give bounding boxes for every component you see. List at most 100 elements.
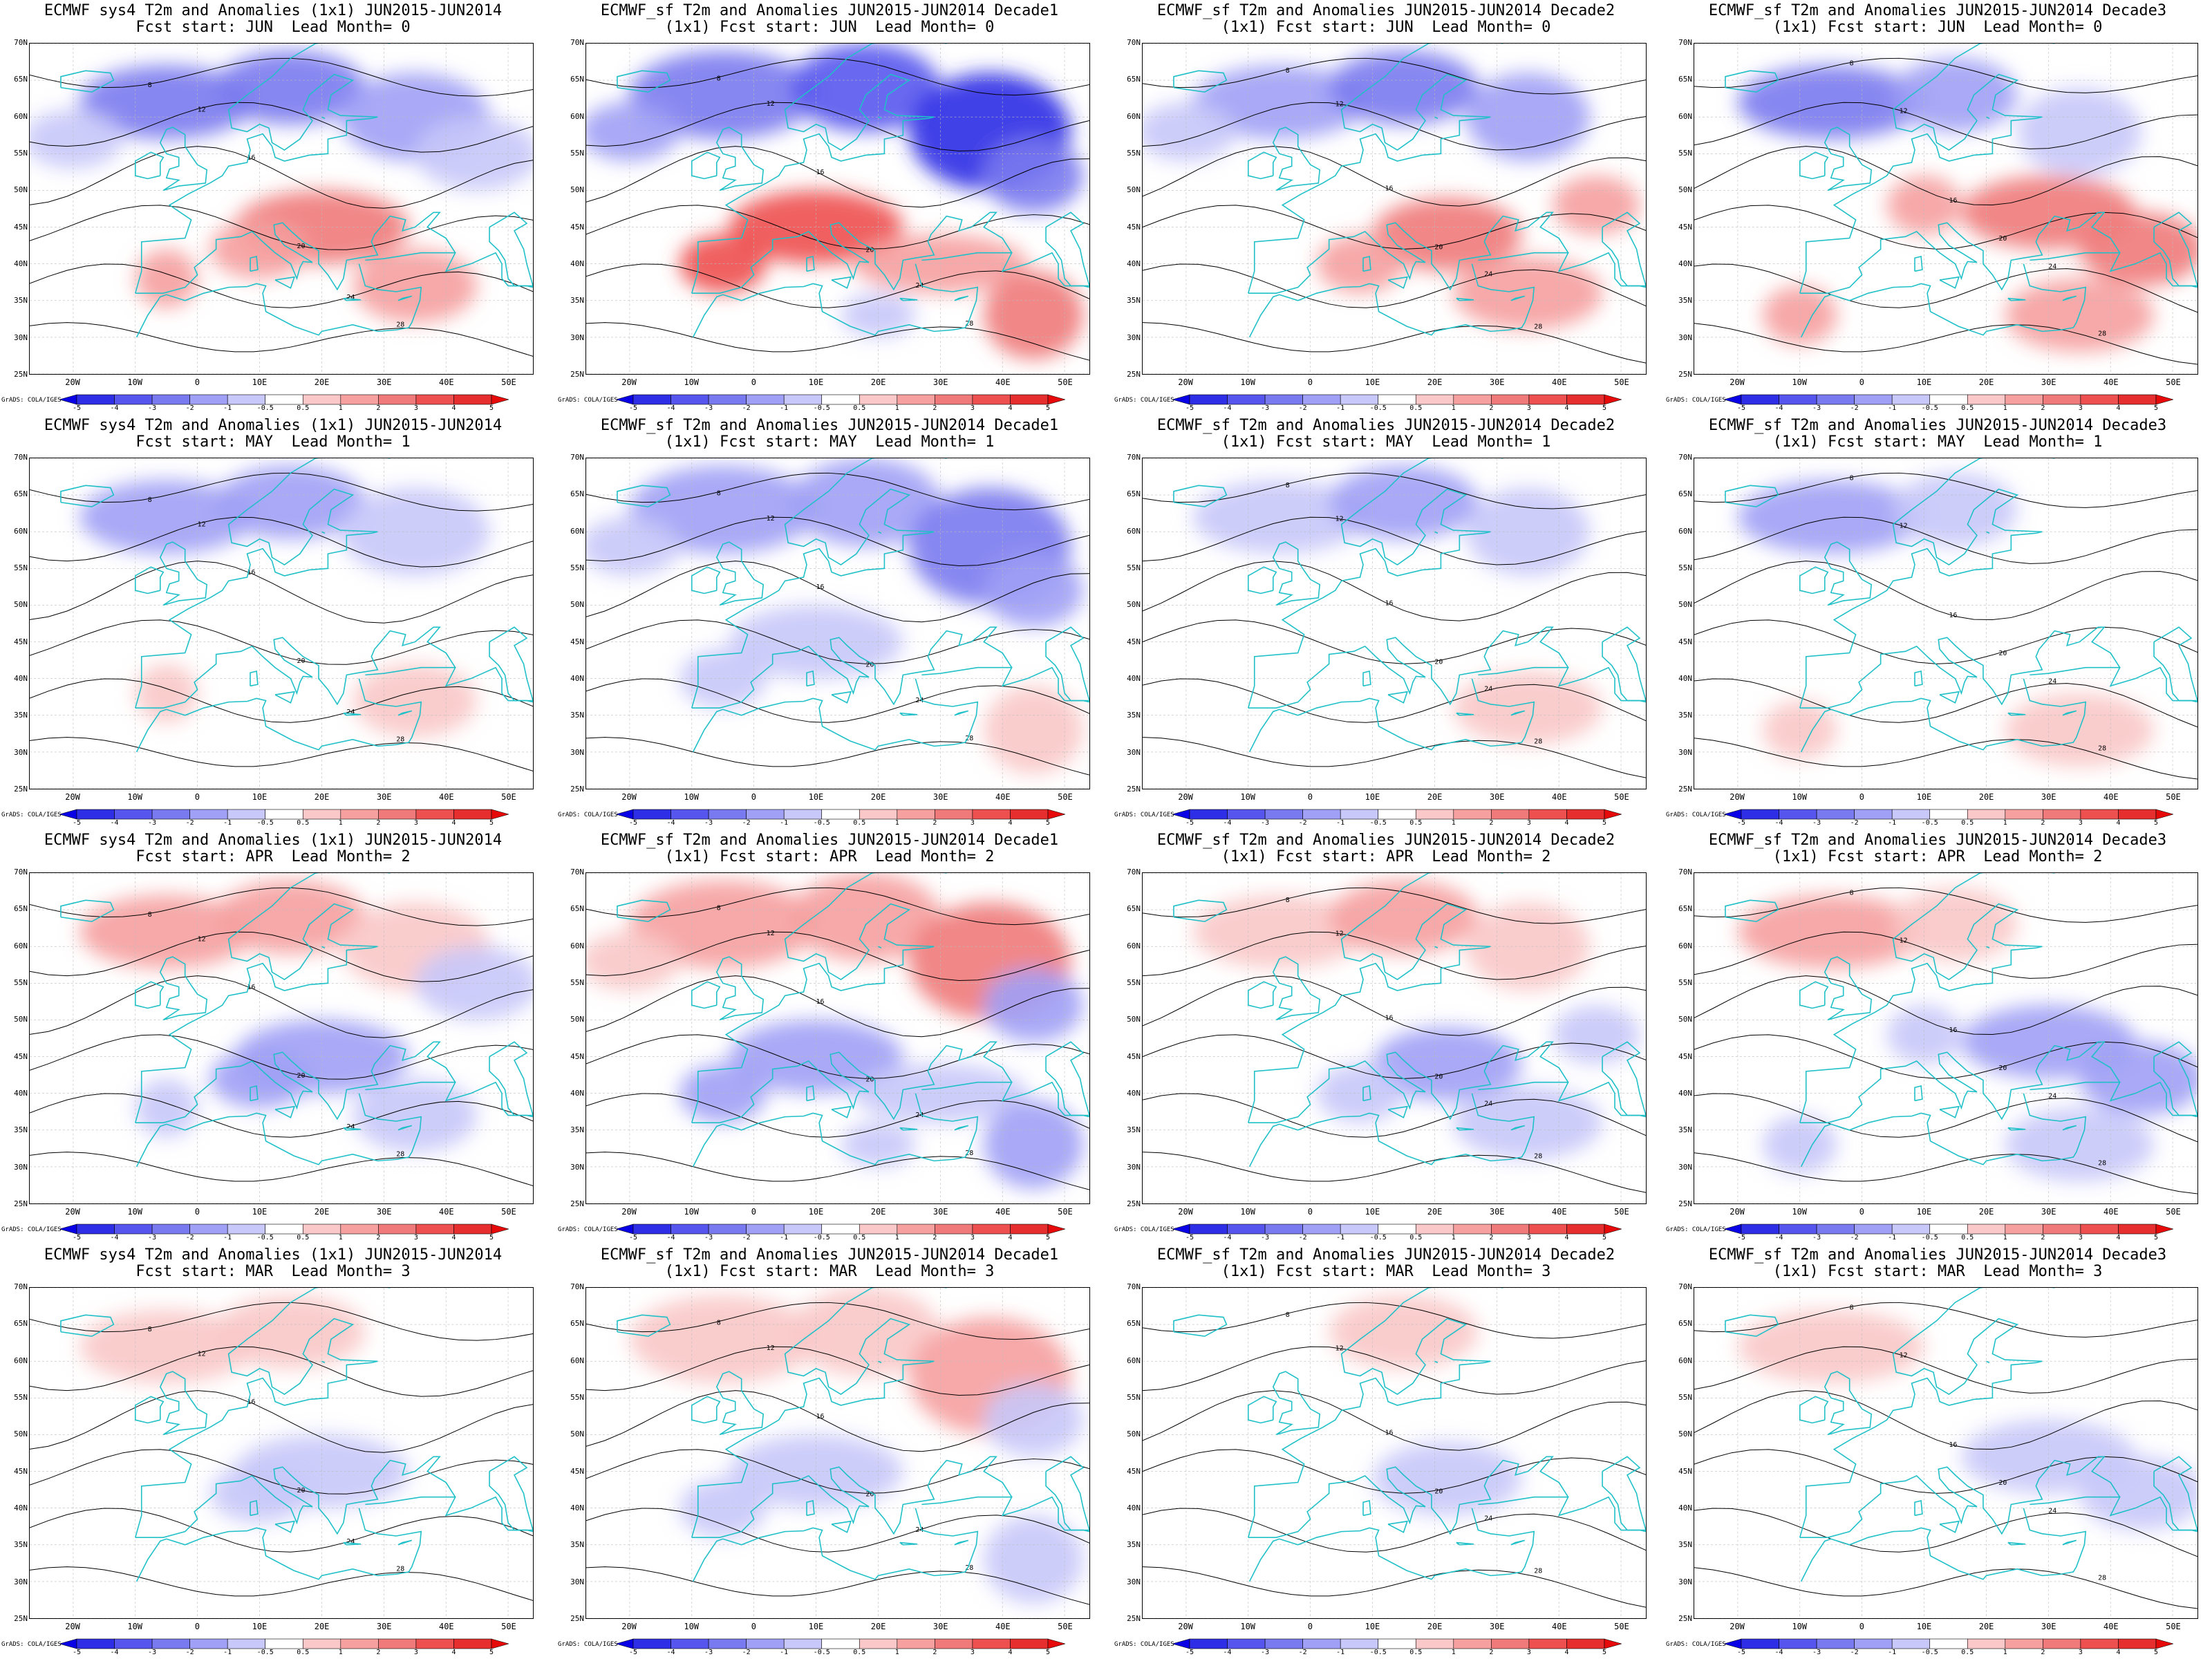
colorbar-tick: -3: [704, 404, 713, 412]
coastline: [617, 899, 671, 922]
colorbar-tick: 2: [1489, 819, 1494, 827]
longitude-tick: 10W: [127, 1622, 143, 1631]
coastline: [2062, 710, 2077, 716]
latitude-tick: 55N: [14, 149, 28, 158]
coastline: [1456, 297, 1474, 301]
isotherm-24: [1694, 1508, 2197, 1557]
longitude-tick: 0: [751, 1622, 756, 1631]
longitude-tick: 0: [1859, 792, 1864, 802]
coastline: [806, 256, 815, 272]
isotherm-16: [30, 975, 533, 1038]
colorbar-tick: 2: [1489, 1234, 1494, 1241]
coastline: [1602, 626, 1646, 702]
latitude-tick: 60N: [1678, 1356, 1692, 1365]
coastline: [692, 1093, 979, 1168]
colorbar-swatch: [76, 1224, 115, 1235]
longitude-tick: 50E: [1058, 1207, 1073, 1217]
colorbar-tick: -3: [1812, 404, 1821, 412]
anomaly-map: 8 12 16 20 24 28: [1694, 872, 2198, 1204]
coastline: [2030, 666, 2197, 703]
isotherm-label: 20: [865, 1490, 874, 1498]
isotherm-label: 20: [1998, 1479, 2007, 1487]
coastline: [274, 1105, 296, 1118]
colorbar-tick: 1: [2003, 1649, 2007, 1656]
latitude-tick: 70N: [14, 868, 28, 877]
colorbar-tick: 3: [413, 404, 418, 412]
latitude-tick: 30N: [1678, 1162, 1692, 1172]
colorbar-tick: -4: [110, 1234, 119, 1241]
coastline: [1434, 946, 1438, 949]
latitude-tick: 45N: [1127, 637, 1141, 646]
latitude-tick: 45N: [1127, 222, 1141, 232]
colorbar-tick: -2: [742, 1234, 751, 1241]
longitude-tick: 10W: [127, 1207, 143, 1217]
longitude-tick: 20W: [621, 792, 637, 802]
colorbar-tick: -1: [1888, 404, 1897, 412]
longitude-tick: 30E: [2041, 1207, 2056, 1217]
coastline: [2153, 212, 2197, 287]
isotherm-20: [1694, 1449, 2197, 1494]
colorbar-tick: -0.5: [813, 1649, 830, 1656]
colorbar-swatch: [1891, 394, 1931, 405]
colorbar-swatch: [2080, 809, 2119, 820]
forecast-panel-dec3-may: ECMWF_sf T2m and Anomalies JUN2015-JUN20…: [1665, 415, 2211, 830]
colorbar-swatch: [1189, 809, 1228, 820]
colorbar-tick: -4: [110, 404, 119, 412]
longitude-tick: 30E: [932, 792, 948, 802]
forecast-panel-dec1-jun: ECMWF_sf T2m and Anomalies JUN2015-JUN20…: [556, 0, 1103, 415]
latitude-tick: 40N: [1678, 1089, 1692, 1098]
colorbar-swatch: [1453, 1638, 1492, 1649]
latitude-tick: 55N: [14, 1393, 28, 1402]
coastline: [1602, 1456, 1646, 1531]
anomaly-region: [791, 458, 941, 547]
coastline: [489, 1456, 533, 1531]
isotherm-label: 12: [767, 1344, 775, 1352]
longitude-tick: 10W: [1792, 1622, 1808, 1631]
isotherm-12: [1143, 1346, 1646, 1395]
colorbar: -5 -4 -3 -2 -1 -0.5 0.5 1 2 3 4 5: [616, 1224, 1065, 1241]
coastline: [134, 981, 165, 1009]
isotherm-label: 12: [767, 515, 775, 523]
colorbar-tick: 2: [932, 1234, 937, 1241]
colorbar-swatch: [265, 1224, 303, 1235]
anomaly-region: [1737, 1309, 1924, 1384]
colorbar-tick: -0.5: [1921, 404, 1938, 412]
colorbar-tick: -1: [223, 1234, 232, 1241]
colorbar-swatch: [227, 1224, 266, 1235]
latitude-tick: 65N: [570, 489, 584, 499]
colorbar-tick: 0.5: [1961, 1234, 1974, 1241]
colorbar-tick: 1: [338, 1649, 343, 1656]
colorbar-tick: -4: [1774, 1234, 1783, 1241]
colorbar-swatch: [1724, 394, 1742, 405]
latitude-tick: 40N: [570, 1089, 584, 1098]
anomaly-region: [2079, 1456, 2197, 1530]
longitude-tick: 20W: [1730, 1622, 1745, 1631]
isotherm-24: [1694, 263, 2197, 313]
isotherm-24: [30, 1093, 533, 1138]
colorbar-tick: -3: [704, 1234, 713, 1241]
anomaly-region: [841, 1123, 916, 1167]
forecast-panel-dec2-apr: ECMWF_sf T2m and Anomalies JUN2015-JUN20…: [1113, 830, 1659, 1244]
isotherm-16: [586, 975, 1089, 1038]
coastline: [1824, 1371, 1873, 1436]
colorbar-swatch: [302, 1224, 341, 1235]
colorbar-tick: -0.5: [1369, 1649, 1387, 1656]
longitude-tick: 20W: [621, 1622, 637, 1631]
isotherm-label: 28: [396, 1150, 404, 1158]
colorbar-tick: 3: [970, 1649, 975, 1656]
isotherm-label: 20: [1434, 658, 1443, 666]
latitude-tick: 50N: [1127, 600, 1141, 610]
colorbar-swatch: [1779, 1638, 1817, 1649]
colorbar-tick: -3: [704, 819, 713, 827]
longitude-tick: 10W: [684, 1207, 700, 1217]
anomaly-map: 8 12 16 20 24 28: [29, 458, 534, 789]
colorbar-swatch: [114, 394, 153, 405]
colorbar-swatch: [1010, 1224, 1049, 1235]
colorbar-swatch: [491, 394, 509, 405]
colorbar-swatch: [1854, 394, 1893, 405]
isotherm-16: [1694, 561, 2197, 621]
coastline: [617, 70, 671, 93]
colorbar-swatch: [2043, 394, 2081, 405]
colorbar-swatch: [2005, 1224, 2043, 1235]
isotherm-label: 24: [915, 1112, 924, 1119]
